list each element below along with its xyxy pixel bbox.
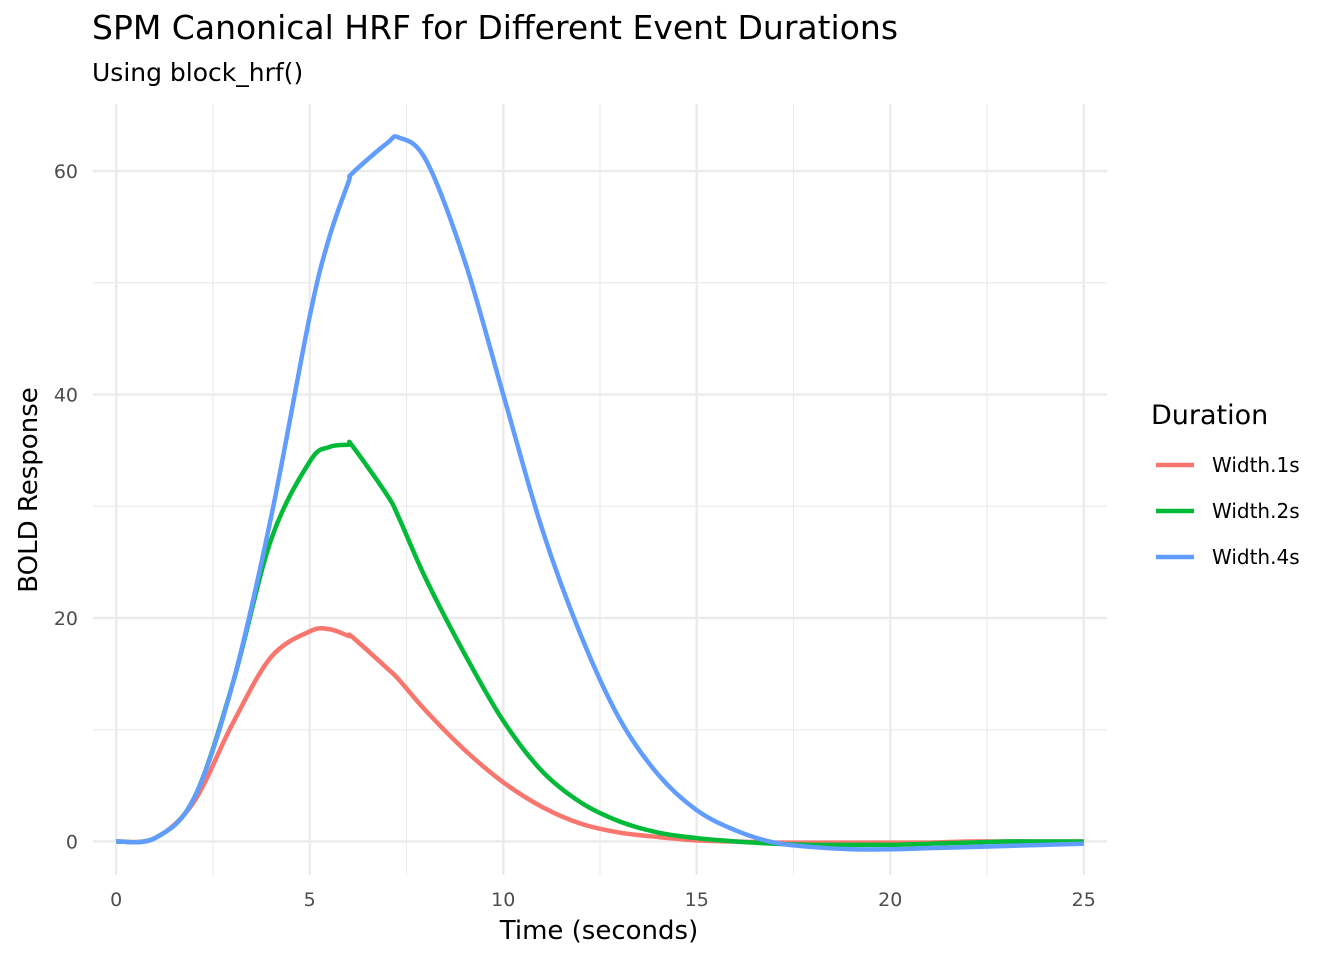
legend: Duration Width.1s Width.2s Width.4s: [1151, 400, 1300, 569]
y-tick-label: 60: [54, 161, 78, 183]
legend-label-width-1s: Width.1s: [1212, 453, 1300, 477]
x-tick-label: 10: [491, 889, 515, 911]
chart-subtitle: Using block_hrf(): [92, 58, 304, 87]
series-lines: [116, 134, 1084, 852]
series-line-width-4s: [116, 134, 1084, 852]
x-axis-title: Time (seconds): [499, 916, 698, 946]
x-tick-label: 25: [1072, 889, 1096, 911]
series-line-width-2s: [116, 439, 1084, 848]
grid-minor: [93, 104, 1107, 875]
grid-major: [93, 104, 1107, 875]
x-tick-label: 0: [110, 889, 122, 911]
y-axis-ticks: 0 20 40 60: [54, 161, 78, 853]
legend-label-width-2s: Width.2s: [1212, 499, 1300, 523]
x-tick-label: 20: [878, 889, 902, 911]
x-axis-ticks: 0 5 10 15 20 25: [110, 889, 1096, 911]
chart-title: SPM Canonical HRF for Different Event Du…: [92, 8, 899, 47]
x-tick-label: 5: [304, 889, 316, 911]
y-tick-label: 20: [54, 608, 78, 630]
legend-label-width-4s: Width.4s: [1212, 545, 1300, 569]
x-tick-label: 15: [685, 889, 709, 911]
y-tick-label: 0: [66, 831, 78, 853]
y-tick-label: 40: [54, 385, 78, 407]
y-axis-title: BOLD Response: [14, 387, 44, 593]
legend-title: Duration: [1151, 400, 1268, 431]
